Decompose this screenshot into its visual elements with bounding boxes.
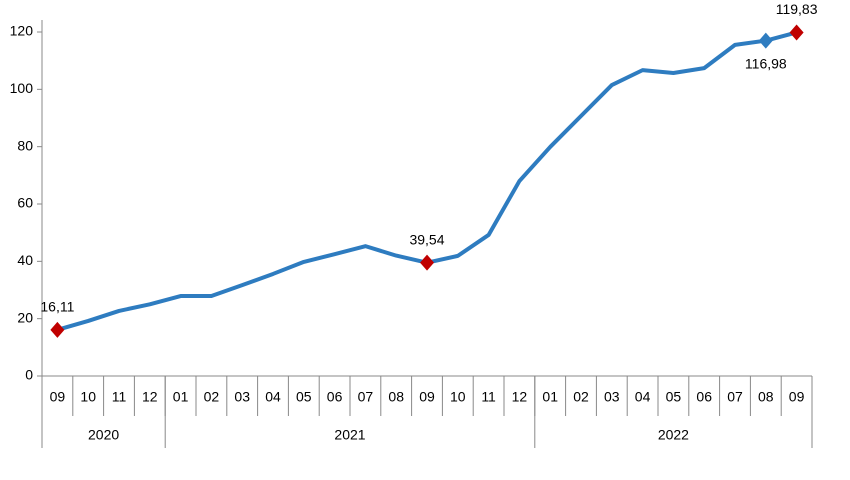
x-tick-label: 02 — [204, 389, 220, 405]
x-tick-label: 03 — [234, 389, 250, 405]
x-tick-label: 12 — [512, 389, 528, 405]
y-tick-label: 100 — [10, 80, 34, 96]
group-label: 2020 — [88, 427, 119, 443]
highlight-marker — [50, 321, 65, 338]
data-label: 119,83 — [776, 1, 818, 17]
y-tick-label: 80 — [17, 137, 33, 153]
x-tick-label: 05 — [666, 389, 682, 405]
x-tick-label: 06 — [327, 389, 343, 405]
y-tick-label: 20 — [17, 309, 33, 325]
x-tick-label: 09 — [419, 389, 435, 405]
highlight-marker — [789, 24, 804, 41]
group-label: 2022 — [658, 427, 689, 443]
x-tick-label: 07 — [358, 389, 374, 405]
x-tick-label: 10 — [450, 389, 466, 405]
x-tick-label: 06 — [696, 389, 712, 405]
x-tick-label: 09 — [789, 389, 805, 405]
x-tick-label: 09 — [50, 389, 66, 405]
x-tick-label: 05 — [296, 389, 312, 405]
group-label: 2021 — [334, 427, 365, 443]
x-tick-label: 11 — [112, 389, 127, 405]
y-tick-label: 0 — [25, 367, 33, 383]
data-label: 116,98 — [745, 55, 787, 71]
x-tick-label: 11 — [481, 389, 496, 405]
x-tick-label: 03 — [604, 389, 620, 405]
data-label: 16,11 — [40, 299, 74, 315]
x-tick-label: 12 — [142, 389, 158, 405]
y-tick-label: 40 — [17, 252, 33, 268]
data-line — [56, 30, 798, 332]
x-tick-label: 01 — [173, 389, 189, 405]
highlight-marker — [420, 254, 434, 271]
data-label: 39,54 — [409, 231, 444, 247]
y-tick-label: 60 — [17, 195, 33, 211]
highlight-marker — [758, 32, 773, 49]
y-tick-label: 120 — [10, 23, 34, 39]
x-tick-label: 07 — [727, 389, 743, 405]
x-tick-label: 02 — [573, 389, 589, 405]
x-tick-label: 08 — [388, 389, 404, 405]
x-tick-label: 01 — [542, 389, 558, 405]
x-tick-label: 04 — [635, 389, 651, 405]
x-tick-label: 08 — [758, 389, 774, 405]
x-tick-label: 04 — [265, 389, 281, 405]
x-tick-label: 10 — [80, 389, 96, 405]
